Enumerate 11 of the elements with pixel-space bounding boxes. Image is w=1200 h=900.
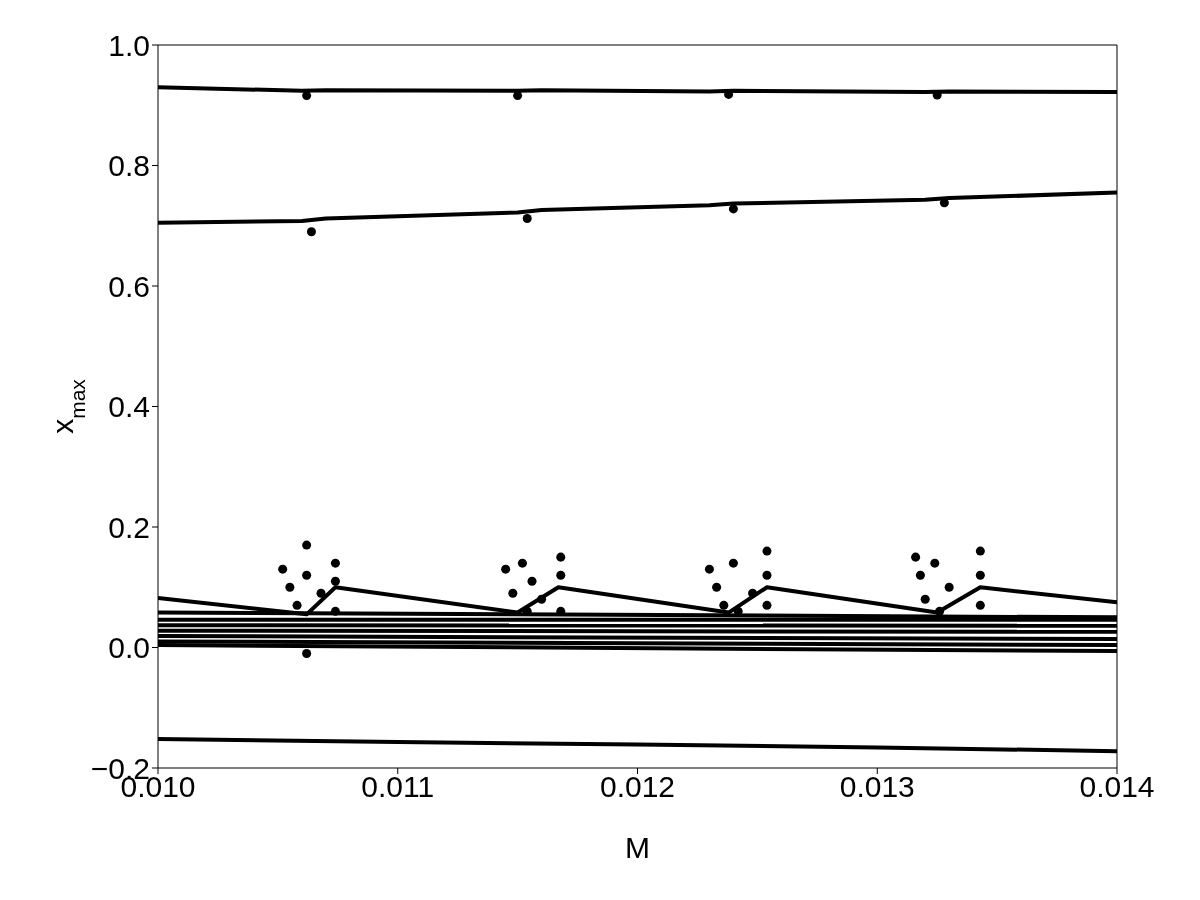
y-tick-label: 0.8	[108, 149, 150, 183]
x-axis-title: M	[625, 831, 650, 864]
y-tick-label: 0.2	[108, 510, 150, 544]
x-tick-label: 0.011	[361, 770, 435, 804]
y-tick-label: 0.0	[108, 631, 150, 665]
x-tick-label: 0.014	[1079, 770, 1155, 804]
y-tick-label: 0.4	[108, 390, 150, 424]
x-tick-label: 0.012	[599, 770, 676, 804]
y-tick-label: 1.0	[108, 28, 150, 62]
x-tick-label: 0.013	[839, 770, 915, 804]
y-tick-label: 0.6	[108, 269, 150, 303]
